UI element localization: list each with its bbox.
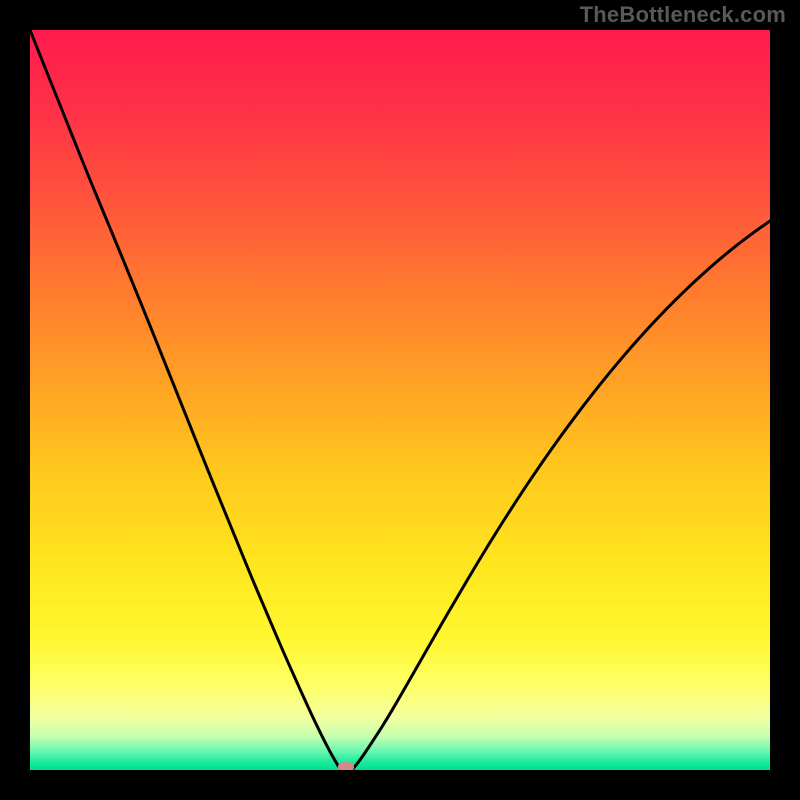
watermark-text: TheBottleneck.com: [580, 2, 786, 28]
bottleneck-chart: [0, 0, 800, 800]
chart-stage: TheBottleneck.com: [0, 0, 800, 800]
plot-background: [30, 30, 770, 770]
optimum-marker: [338, 762, 354, 772]
